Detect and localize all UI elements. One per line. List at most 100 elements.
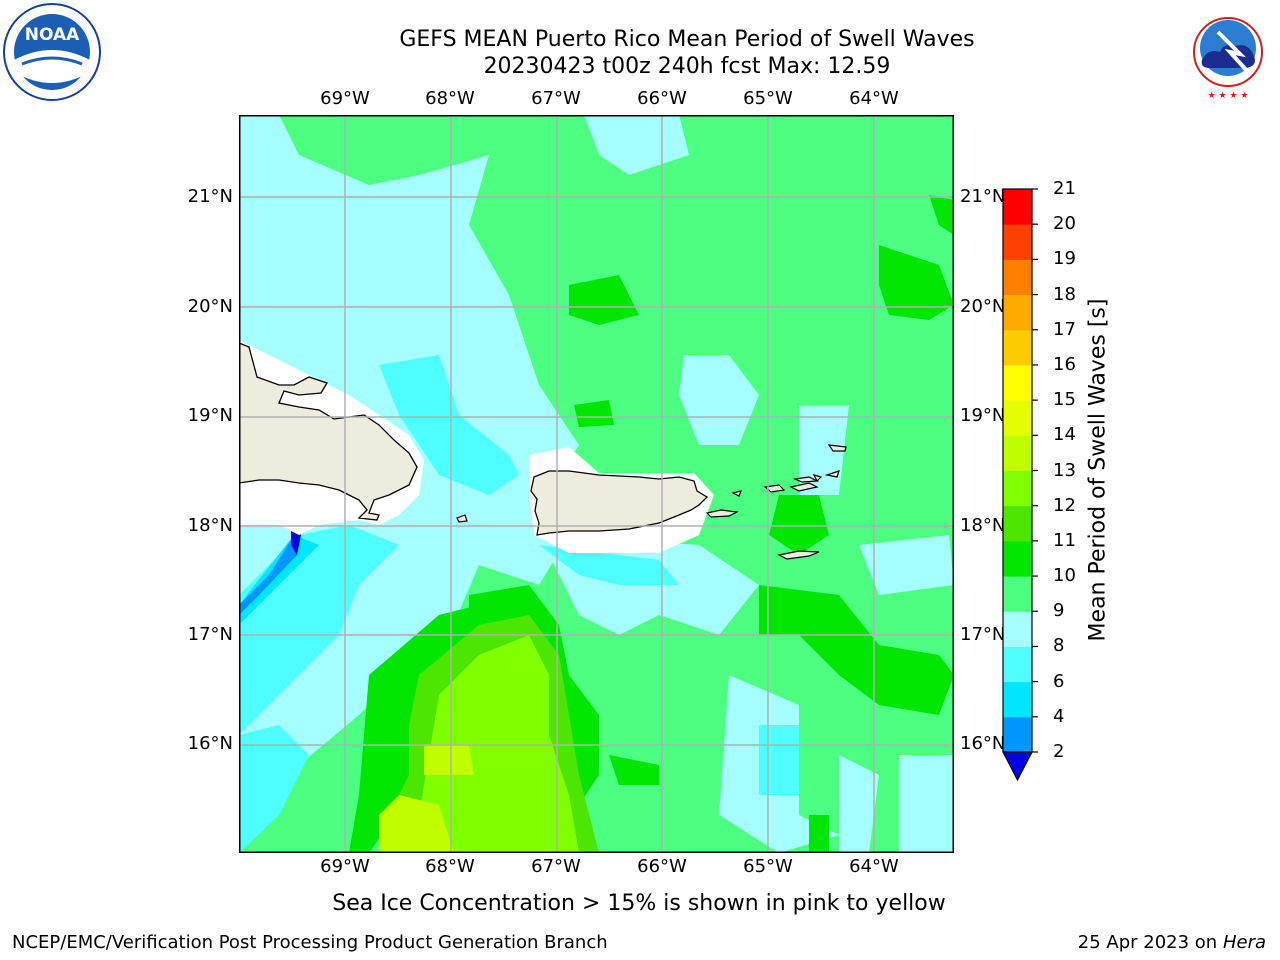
field-10-11s xyxy=(769,495,829,555)
culebra-island xyxy=(731,490,742,497)
colorbar-band xyxy=(1003,364,1032,401)
field-8-9s xyxy=(859,535,954,595)
lat-label-left: 19°N xyxy=(187,405,233,426)
lat-label-right: 21°N xyxy=(960,186,1006,207)
colorbar-band xyxy=(1003,259,1032,296)
field-10-11s xyxy=(879,245,954,320)
colorbar-tick-label: 10 xyxy=(1053,565,1076,587)
field-6-8s xyxy=(379,355,519,495)
colorbar-band xyxy=(1003,224,1032,260)
lon-label-top: 67°W xyxy=(531,88,581,109)
colorbar-tick-label: 15 xyxy=(1053,389,1076,411)
lon-label-bottom: 69°W xyxy=(320,856,370,877)
vieques-island xyxy=(705,509,740,518)
lat-label-left: 18°N xyxy=(187,515,233,536)
colorbar-extend-triangle xyxy=(1002,751,1033,782)
sea-ice-note: Sea Ice Concentration > 15% is shown in … xyxy=(332,891,946,916)
mona-island xyxy=(456,514,468,523)
lon-label-bottom: 65°W xyxy=(743,856,793,877)
lat-label-right: 19°N xyxy=(960,405,1006,426)
colorbar-tick-label: 12 xyxy=(1053,494,1076,516)
colorbar-band xyxy=(1003,189,1032,225)
puerto-rico-land xyxy=(530,470,709,536)
lon-label-top: 69°W xyxy=(320,88,370,109)
field-10-11s xyxy=(809,815,829,853)
colorbar-tick-label: 16 xyxy=(1053,353,1076,375)
colorbar-band xyxy=(1003,435,1032,471)
lat-label-right: 16°N xyxy=(960,733,1006,754)
lon-label-bottom: 64°W xyxy=(849,856,899,877)
noaa-logo: NOAA xyxy=(3,3,101,101)
st-croix-island xyxy=(777,550,820,560)
colorbar-tick-label: 8 xyxy=(1053,635,1065,657)
field-10-11s xyxy=(609,755,659,785)
lon-label-bottom: 68°W xyxy=(425,856,475,877)
virgin-islands xyxy=(763,444,847,493)
lon-label-top: 68°W xyxy=(425,88,475,109)
field-12-13s xyxy=(419,635,579,853)
colorbar-band xyxy=(1003,540,1032,577)
colorbar-band xyxy=(1003,646,1032,683)
footer-machine: Hera xyxy=(1222,932,1266,953)
map-title: GEFS MEAN Puerto Rico Mean Period of Swe… xyxy=(399,27,975,52)
field-8-9s xyxy=(839,755,879,853)
field-4-6s xyxy=(239,535,319,625)
colorbar-band xyxy=(1003,400,1032,436)
swell-period-map xyxy=(239,115,954,853)
lat-label-left: 20°N xyxy=(187,296,233,317)
colorbar xyxy=(1002,188,1038,782)
field-6-8s xyxy=(759,725,799,795)
colorbar-tick-label: 21 xyxy=(1053,178,1076,199)
footer-date-text: 25 Apr 2023 on xyxy=(1077,932,1218,953)
lon-label-top: 66°W xyxy=(637,88,687,109)
graticule xyxy=(239,115,954,853)
colorbar-tick-label: 20 xyxy=(1053,213,1076,235)
colorbar-band xyxy=(1003,294,1032,331)
field-10-11s xyxy=(569,275,639,325)
colorbar-band xyxy=(1003,716,1032,753)
footer-date: 25 Apr 2023 on Hera xyxy=(1078,932,1266,953)
map-border xyxy=(239,115,954,853)
colorbar-band xyxy=(1003,505,1032,542)
lat-label-left: 21°N xyxy=(187,186,233,207)
field-2-4s xyxy=(239,535,297,615)
field-10-11s xyxy=(759,585,954,715)
field-10-11s xyxy=(574,400,614,427)
colorbar-band xyxy=(1003,470,1032,507)
colorbar-tick-label: 17 xyxy=(1053,318,1076,340)
colorbar-tick-label: 9 xyxy=(1053,600,1065,622)
lat-label-right: 18°N xyxy=(960,515,1006,536)
field-8-9s xyxy=(899,755,954,853)
field-13-14s xyxy=(379,795,454,853)
lon-label-bottom: 66°W xyxy=(637,856,687,877)
map-subtitle: 20230423 t00z 240h fcst Max: 12.59 xyxy=(483,54,891,79)
field-8-9s xyxy=(679,355,759,445)
nws-logo: ★ ★ ★ ★ xyxy=(1180,4,1276,101)
colorbar-tick-label: 14 xyxy=(1053,424,1076,446)
colorbar-tick-label: 13 xyxy=(1053,459,1076,481)
lon-label-bottom: 67°W xyxy=(531,856,581,877)
colorbar-tick-label: 19 xyxy=(1053,248,1076,270)
colorbar-tick-label: 6 xyxy=(1053,670,1065,692)
lon-label-top: 64°W xyxy=(849,88,899,109)
field-6-8s xyxy=(539,545,679,585)
field-6-8s xyxy=(239,725,309,853)
colorbar-label: Mean Period of Swell Waves [s] xyxy=(1085,298,1111,642)
colorbar-band xyxy=(1003,329,1032,366)
colorbar-tick-label: 2 xyxy=(1053,741,1065,762)
colorbar-band xyxy=(1003,681,1032,718)
colorbar-tick-label: 18 xyxy=(1053,283,1076,305)
lat-label-right: 20°N xyxy=(960,296,1006,317)
footer-credit: NCEP/EMC/Verification Post Processing Pr… xyxy=(12,932,608,953)
colorbar-band xyxy=(1003,611,1032,647)
field-10-11s xyxy=(929,195,954,235)
lat-label-right: 17°N xyxy=(960,624,1006,645)
lat-label-left: 17°N xyxy=(187,624,233,645)
colorbar-band xyxy=(1003,576,1032,612)
hispaniola-land xyxy=(239,342,418,521)
colorbar-tick-label: 11 xyxy=(1053,529,1076,551)
noaa-logo-text: NOAA xyxy=(25,25,80,45)
lat-label-left: 16°N xyxy=(187,733,233,754)
lon-label-top: 65°W xyxy=(743,88,793,109)
colorbar-tick-label: 4 xyxy=(1053,705,1065,727)
